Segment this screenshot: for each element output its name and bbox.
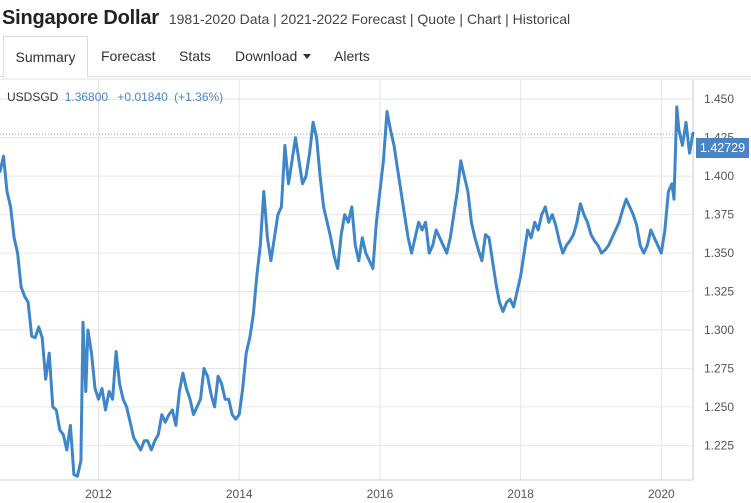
x-tick-label: 2012 (85, 487, 112, 501)
y-tick-label: 1.375 (704, 208, 734, 222)
x-tick-label: 2016 (367, 487, 394, 501)
price-chart[interactable]: 1.225 1.250 1.275 1.300 1.325 1.350 1.375 1.400… (0, 78, 751, 503)
tab-bar: Summary Forecast Stats Download Alerts (0, 36, 751, 78)
series-line (0, 105, 695, 478)
quote-price: 1.36800 (64, 90, 109, 104)
tab-download[interactable]: Download (235, 36, 312, 77)
page-header: Singapore Dollar 1981-2020 Data | 2021-2… (0, 0, 751, 36)
x-tick-label: 2014 (226, 487, 253, 501)
y-tick-label: 1.250 (704, 400, 734, 414)
y-tick-label: 1.275 (704, 361, 734, 375)
x-tick-label: 2018 (507, 487, 534, 501)
tab-summary[interactable]: Summary (3, 36, 88, 78)
tab-download-label: Download (235, 48, 298, 64)
tab-stats[interactable]: Stats (179, 48, 211, 64)
quote-readout: USDSGD 1.36800 +0.01840 (+1.36%) (7, 90, 223, 104)
current-price-tag: 1.42729 (696, 138, 749, 158)
y-tick-label: 1.400 (704, 169, 734, 183)
tab-alerts[interactable]: Alerts (334, 48, 370, 64)
header-links[interactable]: 1981-2020 Data | 2021-2022 Forecast | Qu… (168, 11, 571, 27)
quote-symbol: USDSGD (7, 90, 59, 104)
y-tick-label: 1.225 (704, 438, 734, 452)
quote-change-pct: (+1.36%) (174, 90, 224, 104)
y-tick-label: 1.325 (704, 285, 734, 299)
y-tick-label: 1.450 (704, 92, 734, 106)
tab-forecast[interactable]: Forecast (101, 48, 156, 64)
chart-svg: 1.225 1.250 1.275 1.300 1.325 1.350 1.375 1.400… (0, 80, 734, 501)
quote-change: +0.01840 (117, 90, 168, 104)
y-tick-label: 1.350 (704, 246, 734, 260)
x-tick-label: 2020 (648, 487, 675, 501)
page-title: Singapore Dollar (2, 6, 159, 29)
y-tick-label: 1.300 (704, 323, 734, 337)
caret-down-icon (303, 53, 312, 59)
